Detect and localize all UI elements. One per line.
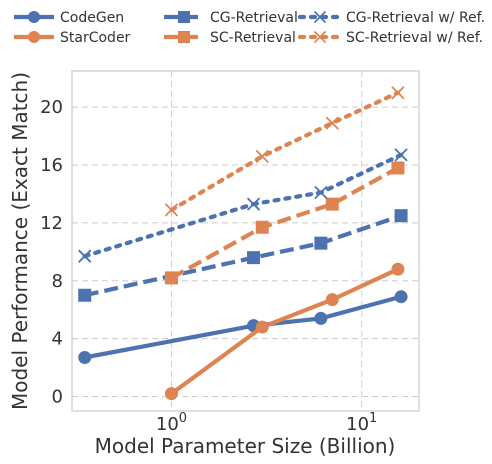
legend-item: CodeGen	[14, 10, 124, 26]
y-tick-label: 20	[40, 97, 63, 118]
series-line	[82, 152, 404, 259]
y-tick-label: 4	[52, 329, 63, 350]
legend-item: CG-Retrieval w/ Ref.	[297, 10, 485, 26]
x-tick-label: 100	[156, 411, 187, 435]
x-axis-ticks: 100 101	[156, 411, 377, 435]
series-4	[78, 148, 408, 263]
y-tick-label: 12	[40, 213, 63, 234]
legend-label: SC-Retrieval w/ Ref.	[346, 30, 483, 46]
series-0	[78, 290, 408, 364]
y-tick-label: 8	[52, 271, 63, 292]
data-point	[314, 236, 328, 250]
data-point	[394, 148, 408, 162]
series-line	[170, 166, 399, 280]
data-point	[246, 197, 261, 211]
data-point	[325, 116, 339, 130]
data-point	[255, 320, 269, 334]
data-point	[78, 350, 92, 364]
series-line	[84, 294, 402, 360]
data-point	[394, 209, 408, 223]
data-point	[394, 290, 408, 304]
series-1	[164, 262, 405, 401]
data-point	[78, 288, 92, 302]
series-layer	[78, 86, 408, 401]
legend-marker	[178, 11, 190, 23]
legend-item: CG-Retrieval	[164, 10, 298, 26]
data-point	[247, 251, 261, 265]
data-point	[325, 197, 339, 211]
data-point	[391, 161, 405, 175]
x-tick-label: 101	[346, 411, 377, 435]
data-point	[164, 203, 179, 217]
legend-label: SC-Retrieval	[210, 30, 296, 46]
legend-item: StarCoder	[14, 30, 131, 46]
data-point	[164, 271, 178, 285]
y-axis-label: Model Performance (Exact Match)	[8, 72, 32, 410]
legend-marker	[313, 30, 327, 44]
x-axis-label: Model Parameter Size (Billion)	[95, 434, 396, 458]
legend-marker	[313, 10, 327, 24]
data-point	[78, 249, 92, 263]
y-tick-label: 0	[52, 387, 63, 408]
series-5	[164, 86, 405, 217]
series-line	[169, 90, 401, 212]
plot-frame	[71, 70, 420, 412]
series-line	[170, 267, 399, 396]
legend-label: CodeGen	[60, 10, 124, 26]
y-axis-ticks: 0 4 8 12 16 20	[40, 97, 63, 407]
data-point	[325, 293, 339, 307]
data-point	[391, 86, 405, 100]
legend: CodeGen StarCoder CG-Retrieval SC-Retrieval…	[14, 10, 485, 46]
legend-label: CG-Retrieval w/ Ref.	[346, 10, 485, 26]
legend-label: StarCoder	[60, 30, 131, 46]
legend-marker	[28, 11, 40, 23]
series-3	[164, 161, 405, 285]
plot-area	[71, 70, 420, 412]
data-point	[255, 149, 269, 163]
legend-item: SC-Retrieval	[164, 30, 296, 46]
data-point	[391, 262, 405, 276]
legend-item: SC-Retrieval w/ Ref.	[297, 30, 483, 46]
data-point	[314, 185, 328, 200]
data-point	[164, 387, 178, 401]
data-point	[255, 220, 269, 234]
legend-label: CG-Retrieval	[210, 10, 298, 26]
legend-marker	[28, 31, 40, 43]
legend-marker	[178, 31, 190, 43]
y-tick-label: 16	[40, 155, 63, 176]
data-point	[314, 311, 328, 325]
